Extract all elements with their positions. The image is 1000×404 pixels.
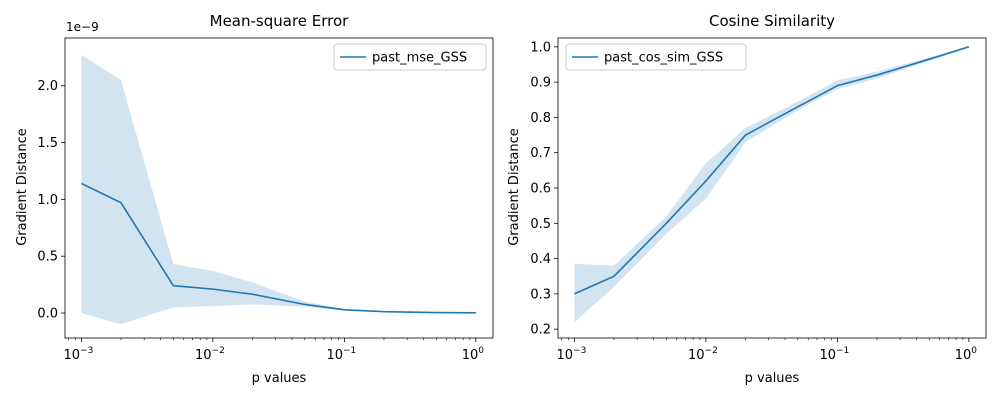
cosine-chart-legend: past_cos_sim_GSS xyxy=(565,43,747,71)
cosine-chart-data-point xyxy=(835,84,839,88)
mse-chart-legend: past_mse_GSS xyxy=(333,43,487,71)
cosine-chart-data-point xyxy=(612,274,616,278)
cosine-chart-data-point xyxy=(927,57,931,61)
cosine-chart-data-point xyxy=(875,73,879,77)
cosine-chart-title: Cosine Similarity xyxy=(709,12,835,30)
cosine-chart-data-point xyxy=(664,221,668,225)
cosine-chart-data-point xyxy=(743,133,747,137)
mse-chart-legend-label: past_mse_GSS xyxy=(372,51,467,66)
mse-chart-data-point xyxy=(211,287,215,291)
mse-chart-y-offset-text: 1e−9 xyxy=(66,20,99,34)
cosine-chart-series-line xyxy=(574,46,970,295)
mse-chart-axes-frame xyxy=(64,37,494,339)
mse-chart-title: Mean-square Error xyxy=(210,12,350,30)
mse-chart-data-point xyxy=(171,284,175,288)
mse-chart-y-tick-label: 2.0 xyxy=(37,79,58,94)
cosine-chart-x-axis-label: p values xyxy=(745,371,800,386)
cosine-chart-y-tick-label: 0.9 xyxy=(530,76,551,91)
mse-chart-data-point xyxy=(342,308,346,312)
mse-chart-y-tick-label: 1.5 xyxy=(37,136,58,151)
cosine-chart-legend-box xyxy=(565,43,747,71)
mse-chart-confidence-band xyxy=(81,55,476,325)
cosine-chart-y-tick-label: 0.6 xyxy=(530,182,551,197)
cosine-chart-data-point xyxy=(572,292,576,296)
mse-chart: Mean-square Error p values Gradient Dist… xyxy=(15,12,494,386)
mse-chart-data-point xyxy=(79,181,83,185)
mse-chart-legend-box xyxy=(333,43,487,71)
cosine-chart-data-point xyxy=(967,45,971,49)
cosine-chart-y-tick-label: 1.0 xyxy=(530,40,551,55)
cosine-chart-y-tick-label: 0.7 xyxy=(530,146,551,161)
mse-chart-data-point xyxy=(434,311,438,315)
cosine-chart-legend-label: past_cos_sim_GSS xyxy=(604,51,723,66)
mse-chart-plot-area: 0.00.51.01.52.010−3 10−2 10−1 100 xyxy=(37,37,494,363)
cosine-chart-data-point xyxy=(796,105,800,109)
cosine-chart-y-tick-label: 0.5 xyxy=(530,217,551,232)
cosine-chart-data-point xyxy=(704,179,708,183)
cosine-chart-y-tick-label: 0.4 xyxy=(530,252,551,267)
mse-chart-x-axis-label: p values xyxy=(252,371,307,386)
mse-chart-data-point xyxy=(474,311,478,315)
mse-chart-series-line xyxy=(81,182,476,314)
cosine-chart-y-tick-label: 0.2 xyxy=(530,323,551,338)
mse-chart-y-tick-label: 0.5 xyxy=(37,250,58,265)
mse-chart-data-point xyxy=(382,310,386,314)
mse-chart-data-point xyxy=(119,201,123,205)
cosine-chart-y-tick-label: 0.3 xyxy=(530,287,551,302)
mse-chart-data-point xyxy=(303,302,307,306)
mse-chart-y-tick-label: 1.0 xyxy=(37,193,58,208)
mse-chart-y-tick-label: 0.0 xyxy=(37,307,58,322)
cosine-chart-y-axis-label: Gradient Distance xyxy=(507,128,522,246)
mse-chart-data-point xyxy=(250,292,254,296)
cosine-chart: Cosine Similarity p values Gradient Dist… xyxy=(507,12,987,386)
cosine-chart-y-tick-label: 0.8 xyxy=(530,111,551,126)
mse-chart-y-axis-label: Gradient Distance xyxy=(15,128,30,246)
